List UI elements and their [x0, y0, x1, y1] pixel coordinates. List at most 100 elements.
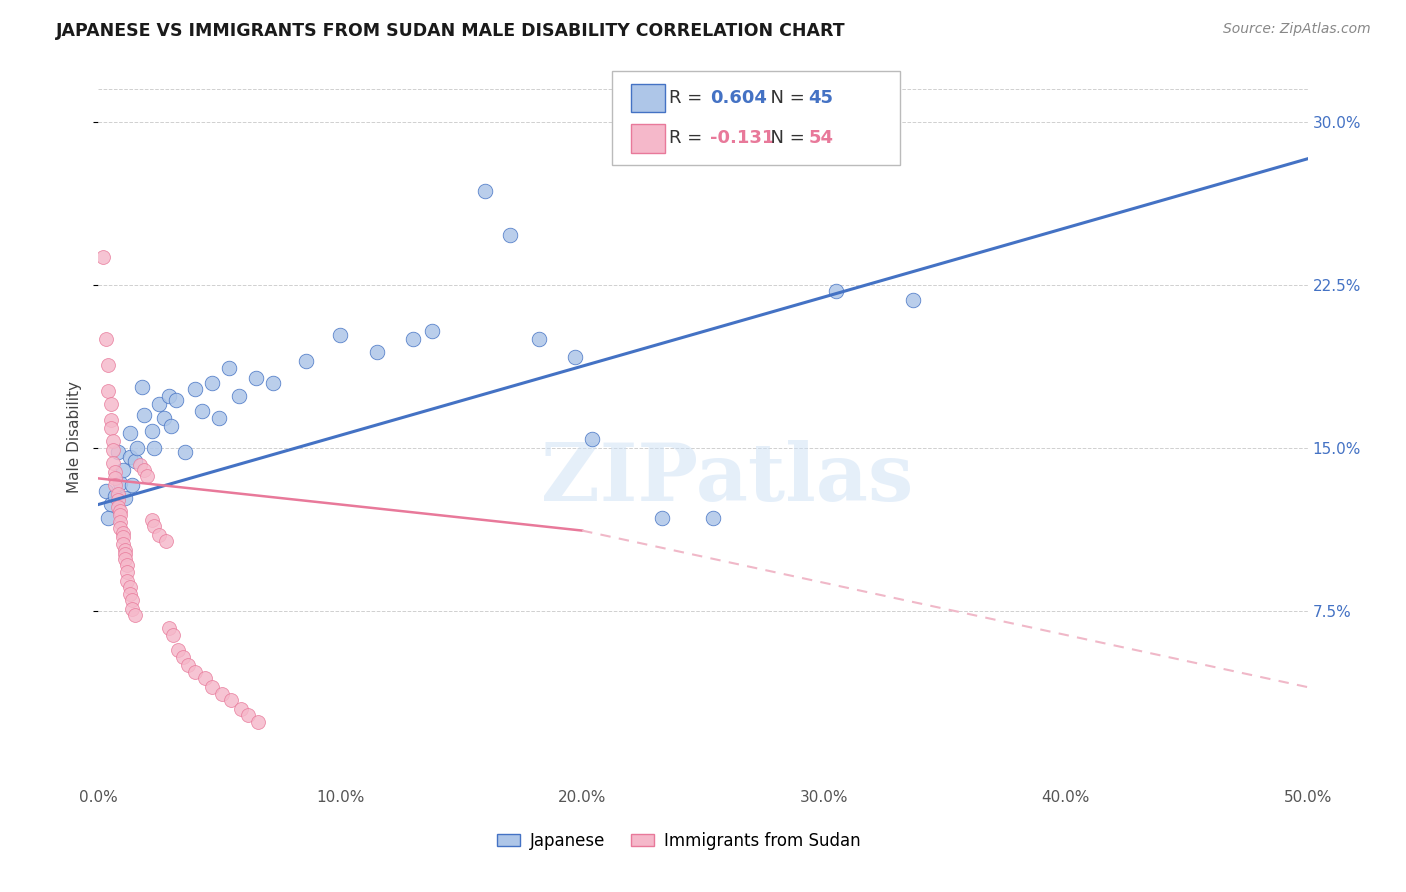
Point	[118, 450, 141, 464]
Point	[117, 574, 139, 588]
Point	[107, 493, 129, 508]
Point	[162, 628, 184, 642]
Point	[107, 486, 129, 500]
Point	[104, 471, 127, 485]
Point	[228, 389, 250, 403]
Point	[155, 534, 177, 549]
Point	[111, 525, 134, 540]
Point	[174, 445, 197, 459]
Point	[108, 515, 131, 529]
Point	[97, 359, 120, 373]
Point	[97, 510, 120, 524]
Point	[100, 421, 122, 435]
Point	[114, 551, 136, 566]
Point	[104, 465, 127, 479]
Point	[160, 419, 183, 434]
Y-axis label: Male Disability: Male Disability	[67, 381, 83, 493]
Point	[100, 397, 122, 411]
Text: N =: N =	[759, 129, 811, 147]
Point	[498, 227, 520, 242]
Point	[581, 432, 603, 446]
Point	[107, 500, 129, 514]
Point	[157, 389, 180, 403]
Point	[420, 324, 443, 338]
Point	[108, 504, 131, 518]
Point	[152, 410, 174, 425]
Point	[191, 404, 214, 418]
Point	[108, 508, 131, 523]
Point	[651, 510, 673, 524]
Point	[148, 528, 170, 542]
Point	[134, 463, 156, 477]
Point	[108, 475, 131, 490]
Point	[201, 680, 224, 694]
Point	[118, 580, 141, 594]
Text: 54: 54	[808, 129, 834, 147]
Point	[101, 434, 124, 449]
Point	[903, 293, 925, 307]
Point	[247, 714, 270, 729]
Point	[295, 354, 318, 368]
Text: R =: R =	[669, 89, 709, 107]
Point	[135, 469, 157, 483]
Point	[702, 510, 724, 524]
Point	[329, 327, 352, 342]
Point	[366, 345, 388, 359]
Point	[238, 708, 260, 723]
Point	[121, 478, 143, 492]
Point	[121, 593, 143, 607]
Point	[114, 491, 136, 505]
Point	[141, 513, 163, 527]
Point	[184, 665, 207, 679]
Point	[104, 478, 127, 492]
Point	[167, 643, 190, 657]
Point	[114, 543, 136, 558]
Point	[118, 425, 141, 440]
Point	[107, 445, 129, 459]
Point	[101, 456, 124, 470]
Point	[141, 424, 163, 438]
Point	[221, 693, 243, 707]
Point	[527, 332, 550, 346]
Point	[114, 548, 136, 562]
Text: JAPANESE VS IMMIGRANTS FROM SUDAN MALE DISABILITY CORRELATION CHART: JAPANESE VS IMMIGRANTS FROM SUDAN MALE D…	[56, 22, 846, 40]
Text: N =: N =	[759, 89, 811, 107]
Point	[94, 332, 117, 346]
Point	[131, 380, 153, 394]
Point	[172, 649, 194, 664]
Point	[111, 536, 134, 550]
Point	[94, 484, 117, 499]
Text: Source: ZipAtlas.com: Source: ZipAtlas.com	[1223, 22, 1371, 37]
Point	[208, 410, 231, 425]
Point	[148, 397, 170, 411]
Point	[118, 587, 141, 601]
Point	[127, 441, 149, 455]
Point	[564, 350, 586, 364]
Legend: Japanese, Immigrants from Sudan: Japanese, Immigrants from Sudan	[491, 825, 868, 856]
Point	[124, 454, 146, 468]
Point	[165, 393, 187, 408]
Point	[100, 498, 122, 512]
Point	[143, 519, 166, 533]
Point	[474, 185, 496, 199]
Point	[157, 621, 180, 635]
Point	[184, 382, 207, 396]
Point	[218, 360, 240, 375]
Point	[91, 250, 114, 264]
Point	[117, 565, 139, 579]
Point	[97, 384, 120, 399]
Text: ZIPatlas: ZIPatlas	[541, 440, 914, 518]
Point	[128, 458, 150, 473]
Point	[201, 376, 224, 390]
Point	[124, 608, 146, 623]
Point	[111, 530, 134, 544]
Point	[262, 376, 284, 390]
Point	[111, 463, 134, 477]
Point	[825, 285, 848, 299]
Text: 45: 45	[808, 89, 834, 107]
Point	[211, 687, 233, 701]
Point	[402, 332, 425, 346]
Point	[245, 371, 267, 385]
Text: -0.131: -0.131	[710, 129, 775, 147]
Point	[100, 412, 122, 426]
